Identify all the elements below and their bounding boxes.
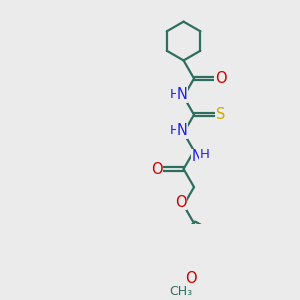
Text: O: O	[175, 195, 186, 210]
Text: O: O	[185, 271, 197, 286]
Text: N: N	[192, 149, 203, 164]
Text: S: S	[216, 107, 226, 122]
Text: H: H	[200, 148, 209, 161]
Text: N: N	[177, 123, 188, 138]
Text: CH₃: CH₃	[169, 285, 192, 298]
Text: O: O	[215, 71, 227, 86]
Text: H: H	[170, 124, 180, 137]
Text: H: H	[170, 88, 180, 101]
Text: N: N	[177, 87, 188, 102]
Text: O: O	[151, 161, 163, 176]
